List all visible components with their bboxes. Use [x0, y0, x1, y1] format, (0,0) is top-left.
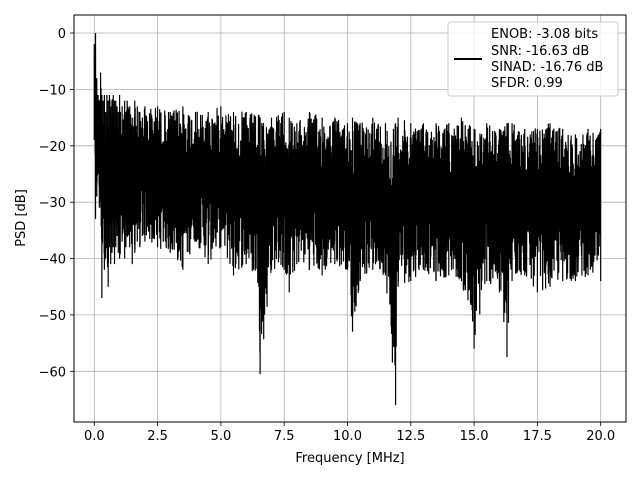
legend-enob: ENOB: -3.08 bits	[491, 27, 598, 42]
x-tick-label: 10.0	[333, 429, 362, 444]
x-tick-label: 17.5	[523, 429, 552, 444]
legend-snr: SNR: -16.63 dB	[491, 44, 589, 59]
legend: ENOB: -3.08 bits SNR: -16.63 dB SINAD: -…	[447, 21, 619, 97]
y-tick-label: −60	[39, 365, 66, 380]
y-tick-label: −40	[39, 253, 66, 268]
y-tick-label: −20	[39, 140, 66, 155]
y-tick-label: 0	[58, 27, 66, 42]
y-axis-label: PSD [dB]	[14, 189, 29, 247]
y-axis-ticks: 0 −10 −20 −30 −40 −50 −60	[39, 27, 74, 380]
x-tick-label: 12.5	[396, 429, 425, 444]
psd-trace	[93, 33, 602, 406]
legend-sinad: SINAD: -16.76 dB	[491, 60, 603, 75]
x-axis-ticks: 0.0 2.5 5.0 7.5 10.0 12.5 15.0 17.5 20.0	[84, 422, 615, 444]
x-tick-label: 7.5	[274, 429, 295, 444]
x-tick-label: 5.0	[211, 429, 232, 444]
axes-frame	[73, 14, 627, 423]
x-tick-label: 2.5	[147, 429, 168, 444]
y-tick-label: −30	[39, 196, 66, 211]
x-tick-label: 20.0	[586, 429, 615, 444]
legend-box	[447, 21, 619, 97]
x-tick-label: 0.0	[84, 429, 105, 444]
legend-sfdr: SFDR: 0.99	[491, 76, 563, 91]
x-axis-label: Frequency [MHz]	[295, 451, 404, 466]
y-tick-label: −10	[39, 83, 66, 98]
y-tick-label: −50	[39, 309, 66, 324]
psd-series-line	[93, 33, 602, 406]
x-tick-label: 15.0	[460, 429, 489, 444]
